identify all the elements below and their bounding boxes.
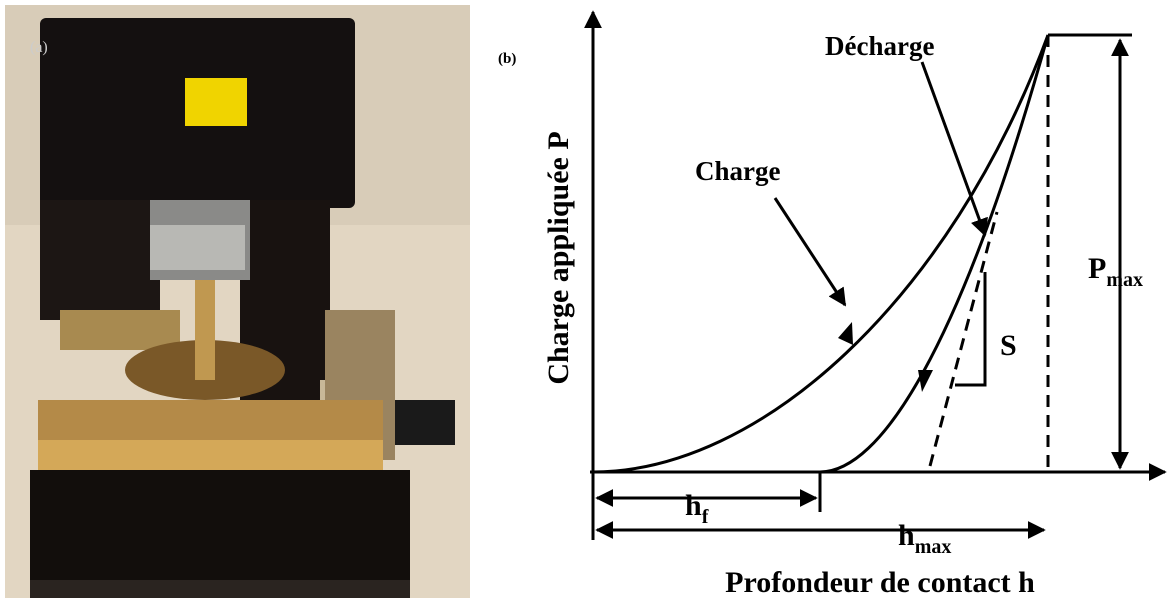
stiffness-label: S	[1000, 329, 1017, 362]
curve-arrow	[838, 322, 853, 345]
unloading-label: Décharge	[825, 31, 934, 61]
x-axis-label: Profondeur de contact h	[725, 566, 1035, 599]
curve-arrow	[918, 370, 933, 392]
pointer	[773, 197, 847, 307]
loading-curve	[592, 34, 1050, 474]
pointer	[920, 61, 988, 237]
photo: (a)	[5, 5, 470, 598]
hf-label: hf	[685, 489, 709, 528]
diagram: (b) Décharge Charge S Charge appliquée P…	[498, 10, 1167, 599]
loading-label: Charge	[695, 156, 780, 186]
pmax-label: Pmax	[1088, 252, 1143, 291]
hmax-label: hmax	[898, 519, 951, 558]
panel-label: (b)	[498, 51, 516, 67]
y-axis-label: Charge appliquée P	[542, 131, 575, 384]
stiffness-triangle	[955, 272, 987, 387]
tangent	[928, 211, 999, 467]
panel-label: (a)	[30, 39, 48, 56]
